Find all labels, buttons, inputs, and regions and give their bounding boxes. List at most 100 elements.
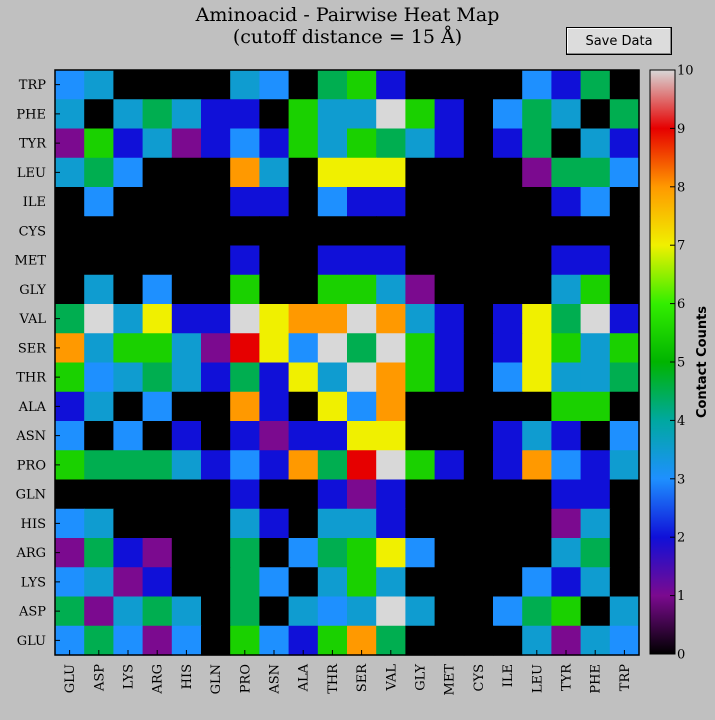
heatmap-cell-GLY-ILE [493,274,523,305]
x-tick-label-ALA: ALA [297,663,312,692]
heatmap-cell-ALA-PHE [580,391,611,422]
heatmap-cell-ASP-LEU [522,596,552,627]
heatmap-cell-LEU-TRP [609,157,640,188]
heatmap-cell-CYS-SER [347,216,377,247]
heatmap-cell-VAL-PHE [580,304,611,334]
heatmap-cell-PHE-MET [434,99,465,130]
x-tick-label-HIS: HIS [180,664,195,689]
heatmap-cell-PRO-GLN [201,450,231,481]
heatmap-cell-HIS-TYR [551,508,582,539]
heatmap-cell-PHE-SER [347,99,377,130]
heatmap-cell-ASN-ASN [259,421,290,451]
heatmap-cell-CYS-GLY [405,216,436,247]
heatmap-cell-GLY-TRP [609,274,640,305]
heatmap-cell-VAL-TYR [551,304,582,334]
heatmap-cell-VAL-LEU [522,304,552,334]
y-tick-label-TRP: TRP [19,78,46,93]
heatmap-cell-SER-SER [347,333,377,364]
heatmap-cell-CYS-ASP [84,216,114,247]
heatmap-cell-TRP-ASN [259,70,290,100]
heatmap-cell-ILE-MET [434,187,465,217]
heatmap-cell-TRP-VAL [376,70,406,100]
heatmap-cell-PRO-ALA [288,450,319,481]
heatmap-cell-TRP-THR [317,70,348,100]
x-tick-label-THR: THR [326,663,341,694]
heatmap-cell-ASN-LEU [522,421,552,451]
heatmap-cell-GLY-ASN [259,274,290,305]
heatmap-cell-PHE-VAL [376,99,406,130]
heatmap-cell-ARG-LEU [522,538,552,568]
heatmap-cell-ILE-PHE [580,187,611,217]
heatmap-cell-PRO-CYS [463,450,494,481]
heatmap-cell-TRP-ARG [142,70,173,100]
heatmap-cell-LYS-PRO [230,567,260,598]
heatmap-cell-PRO-VAL [376,450,406,481]
heatmap-cell-MET-HIS [171,245,202,276]
colorbar-tick-label-1: 1 [677,589,685,604]
heatmap-cell-ILE-PRO [230,187,260,217]
heatmap-cell-ASN-PHE [580,421,611,451]
heatmap-cell-GLY-PRO [230,274,260,305]
save-data-button[interactable]: Save Data [566,27,672,55]
y-tick-label-ILE: ILE [23,195,46,210]
x-tick-label-ASP: ASP [92,664,107,692]
heatmap-cell-ALA-ALA [288,391,319,422]
heatmap-cell-TYR-TYR [551,128,582,159]
heatmap-cell-GLN-ASN [259,479,290,510]
heatmap-cell-ALA-GLY [405,391,436,422]
heatmap-cell-TRP-GLN [201,70,231,100]
x-tick-label-CYS: CYS [472,664,487,691]
heatmap-cell-GLY-PHE [580,274,611,305]
heatmap-cell-ILE-GLY [405,187,436,217]
heatmap-cell-GLY-ARG [142,274,173,305]
colorbar-tick-label-2: 2 [677,531,685,546]
heatmap-cell-ILE-TYR [551,187,582,217]
heatmap-cell-SER-ILE [493,333,523,364]
heatmap-cell-ASP-LYS [113,596,144,627]
heatmap-cell-MET-PHE [580,245,611,276]
heatmap-cell-CYS-MET [434,216,465,247]
heatmap-cell-VAL-SER [347,304,377,334]
heatmap-cell-LEU-ALA [288,157,319,188]
heatmap-cell-ILE-ASN [259,187,290,217]
heatmap-cell-THR-VAL [376,362,406,393]
heatmap-cell-LEU-GLY [405,157,436,188]
heatmap-cell-GLN-GLY [405,479,436,510]
heatmap-cell-LYS-HIS [171,567,202,598]
heatmap-cell-TYR-THR [317,128,348,159]
heatmap-cell-ALA-ILE [493,391,523,422]
heatmap-cell-PHE-GLN [201,99,231,130]
heatmap-cell-TRP-ASP [84,70,114,100]
heatmap-cell-VAL-GLN [201,304,231,334]
y-tick-label-LYS: LYS [21,575,46,590]
heatmap-cell-PHE-LYS [113,99,144,130]
heatmap-cell-HIS-THR [317,508,348,539]
heatmap-cell-TRP-PHE [580,70,611,100]
heatmap-cell-SER-ASN [259,333,290,364]
y-tick-label-GLN: GLN [16,488,46,503]
heatmap-cell-LYS-ARG [142,567,173,598]
heatmap-cell-SER-GLN [201,333,231,364]
x-tick-label-GLN: GLN [209,664,224,694]
heatmap-cell-PRO-ASN [259,450,290,481]
heatmap-cell-ARG-ALA [288,538,319,568]
heatmap-cell-VAL-TRP [609,304,640,334]
heatmap-cell-SER-CYS [463,333,494,364]
heatmap-cell-THR-TYR [551,362,582,393]
heatmap-cell-GLY-MET [434,274,465,305]
heatmap-cell-TYR-HIS [171,128,202,159]
heatmap-cell-LYS-TRP [609,567,640,598]
heatmap-cell-THR-GLN [201,362,231,393]
y-tick-label-CYS: CYS [19,224,46,239]
heatmap-cell-CYS-TYR [551,216,582,247]
heatmap-cell-ALA-TRP [609,391,640,422]
heatmap-cell-PRO-LEU [522,450,552,481]
y-tick-label-LEU: LEU [17,166,46,181]
heatmap-cell-ASP-TYR [551,596,582,627]
heatmap-cell-THR-ASN [259,362,290,393]
heatmap-cell-ILE-THR [317,187,348,217]
heatmap-cell-ASP-TRP [609,596,640,627]
colorbar-tick-label-5: 5 [677,356,685,371]
x-tick-label-TRP: TRP [618,664,633,691]
heatmap-cell-MET-ILE [493,245,523,276]
